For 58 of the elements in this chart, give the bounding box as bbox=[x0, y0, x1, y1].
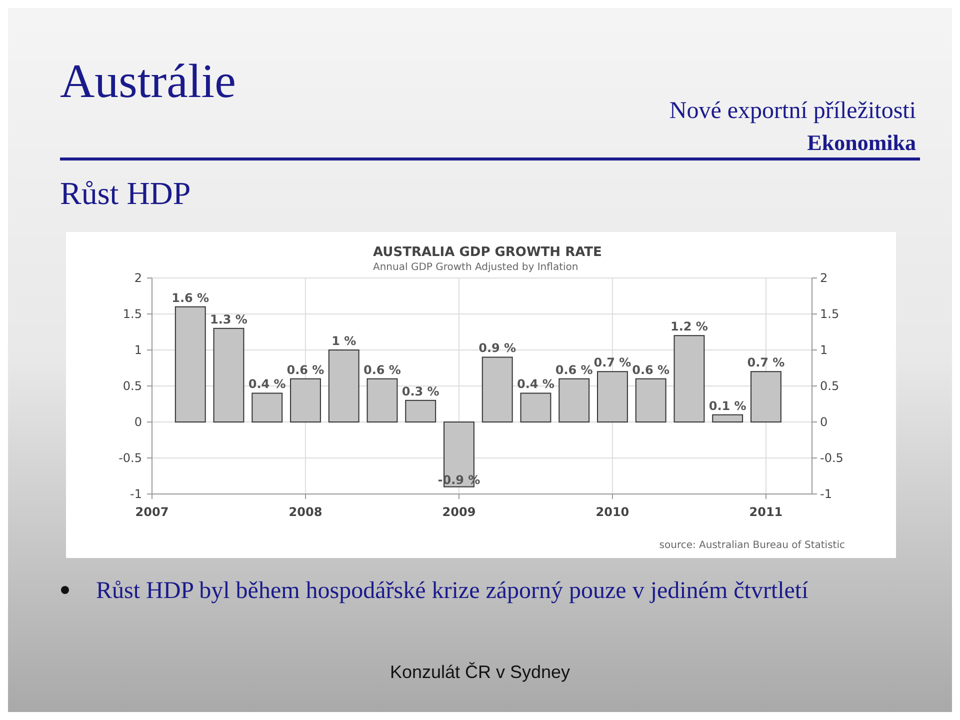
text: Nové exportní příležitosti bbox=[669, 98, 916, 124]
bar bbox=[482, 356, 513, 422]
source-note: source: Australian Bureau of Statistic bbox=[659, 540, 845, 551]
bar bbox=[520, 392, 552, 422]
y-tick-label: 0 bbox=[134, 415, 142, 429]
bar bbox=[674, 335, 705, 422]
data-label: 1.6 % bbox=[172, 290, 210, 305]
y2-tick-label: 0.5 bbox=[820, 379, 840, 393]
text: Růst HDP bbox=[60, 175, 191, 211]
chart-title: AUSTRALIA GDP GROWTH RATE bbox=[373, 245, 602, 260]
bar bbox=[750, 371, 782, 422]
y-tick-label: 0.5 bbox=[122, 379, 142, 393]
data-label: 0.3 % bbox=[402, 384, 440, 398]
text: Ekonomika bbox=[807, 130, 916, 155]
data-label: 0.9 % bbox=[478, 341, 516, 356]
text: Konzulát ČR v Sydney bbox=[390, 662, 570, 682]
y-tick-label: 1.5 bbox=[122, 307, 142, 321]
data-label: 0.7 % bbox=[747, 356, 785, 370]
data-label: 1.3 % bbox=[210, 312, 248, 326]
bar bbox=[290, 378, 321, 422]
data-label: 0.6 % bbox=[286, 362, 324, 377]
text: Růst HDP byl během hospodářské krize záporný pouze v jediném čtvrtletí bbox=[96, 578, 809, 604]
data-label: 0.7 % bbox=[594, 356, 632, 370]
text: Austrálie bbox=[60, 55, 236, 108]
y-tick-label: 1 bbox=[134, 343, 142, 357]
data-label: 0.6 % bbox=[632, 362, 670, 377]
y2-tick-label: -0.5 bbox=[820, 451, 844, 465]
data-label: 0.6 % bbox=[364, 362, 401, 377]
data-label: 0.4 % bbox=[248, 377, 286, 392]
bar bbox=[712, 414, 744, 422]
bar bbox=[558, 378, 590, 422]
y-tick-label: -1 bbox=[130, 487, 142, 501]
x-tick-label: 2009 bbox=[442, 505, 476, 519]
data-label: 0.6 % bbox=[555, 362, 593, 377]
y-tick-label: 2 bbox=[134, 271, 142, 285]
bar bbox=[405, 400, 436, 422]
bar bbox=[328, 350, 360, 422]
bar bbox=[213, 328, 244, 422]
data-label: 0.4 % bbox=[516, 377, 554, 392]
chart-subtitle: Annual GDP Growth Adjusted by Inflation bbox=[373, 262, 578, 273]
y2-tick-label: 2 bbox=[820, 271, 828, 285]
y2-tick-label: 1 bbox=[820, 343, 828, 357]
x-tick-label: 2010 bbox=[596, 505, 630, 519]
bar bbox=[635, 378, 666, 422]
y2-tick-label: 0 bbox=[820, 415, 828, 429]
data-label: 1.2 % bbox=[670, 320, 708, 334]
bar bbox=[174, 306, 206, 422]
y2-tick-label: 1.5 bbox=[820, 307, 840, 321]
data-label: 1 % bbox=[332, 334, 356, 348]
data-label: 0.1 % bbox=[708, 398, 746, 413]
y2-tick-label: -1 bbox=[820, 487, 832, 501]
bar bbox=[597, 371, 628, 422]
y-tick-label: -0.5 bbox=[118, 451, 142, 465]
x-tick-label: 2008 bbox=[288, 505, 322, 519]
x-tick-label: 2007 bbox=[135, 505, 169, 519]
bar bbox=[366, 378, 398, 422]
x-tick-label: 2011 bbox=[749, 505, 783, 519]
bar bbox=[252, 392, 283, 422]
